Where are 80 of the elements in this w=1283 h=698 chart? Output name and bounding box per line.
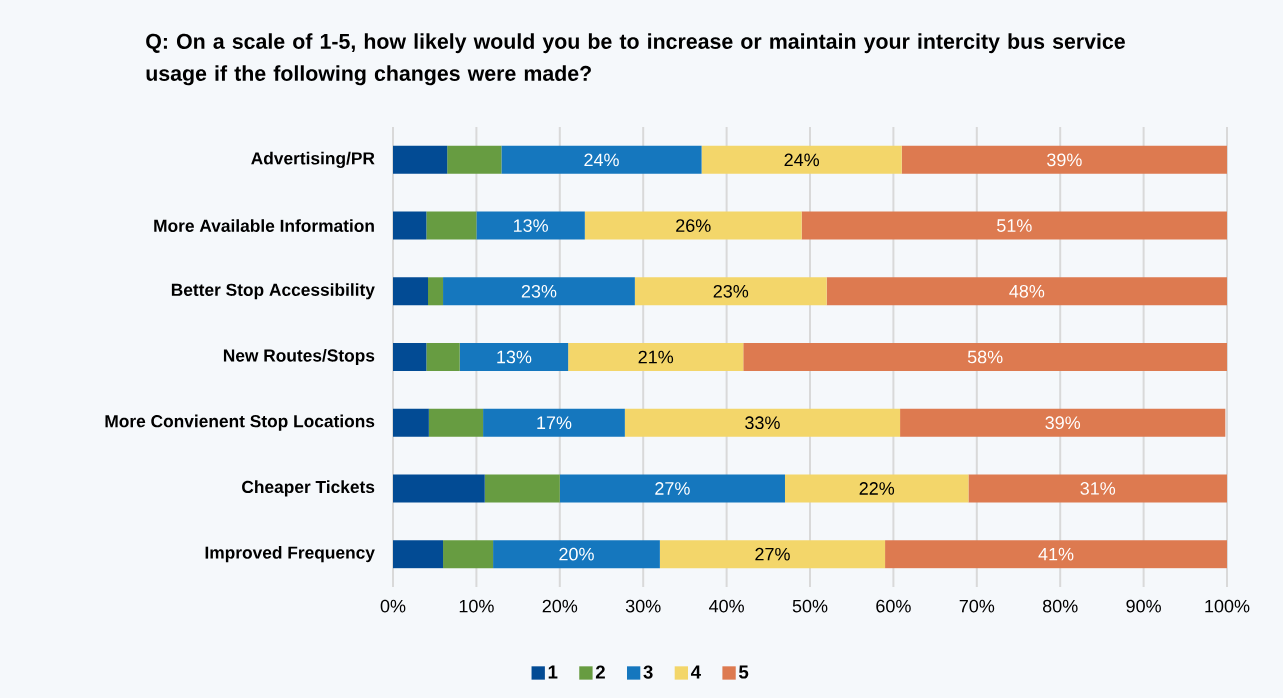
bar xyxy=(443,540,494,569)
bar xyxy=(484,474,560,503)
x-tick-label: 10% xyxy=(459,599,494,613)
legend-label: 4 xyxy=(690,665,701,679)
x-tick-label: 100% xyxy=(1205,599,1250,613)
data-label: 21% xyxy=(638,350,674,364)
bar xyxy=(393,145,448,174)
bar xyxy=(900,408,1226,437)
x-tick-label: 90% xyxy=(1126,599,1161,613)
bar xyxy=(568,343,744,371)
legend-label: 3 xyxy=(643,665,653,679)
bar xyxy=(659,540,886,569)
bar xyxy=(559,474,785,503)
bar xyxy=(476,211,585,240)
bar xyxy=(447,145,502,174)
bar xyxy=(968,474,1227,503)
bar xyxy=(493,540,660,569)
bar xyxy=(426,211,477,240)
data-label: 26% xyxy=(676,219,711,232)
legend-label: 2 xyxy=(595,665,605,679)
bar xyxy=(393,343,427,371)
legend-label: 1 xyxy=(548,665,558,679)
x-tick-label: 60% xyxy=(876,599,911,613)
data-label: 39% xyxy=(1045,416,1081,430)
data-label: 20% xyxy=(559,547,594,561)
legend-label: 5 xyxy=(738,665,749,679)
bar xyxy=(624,408,901,437)
data-label: 13% xyxy=(497,350,532,364)
bar xyxy=(428,277,444,306)
data-label: 41% xyxy=(1038,547,1074,561)
x-tick-label: 20% xyxy=(542,599,578,613)
bar xyxy=(743,343,1227,371)
y-tick-label: More Available Information xyxy=(154,219,374,232)
bar xyxy=(885,540,1227,569)
data-label: 48% xyxy=(1009,284,1045,298)
bar xyxy=(784,474,969,503)
bar xyxy=(901,145,1227,174)
data-label: 17% xyxy=(537,416,572,429)
bar xyxy=(634,277,827,306)
data-label: 33% xyxy=(745,416,780,430)
bar xyxy=(443,277,635,306)
y-tick-label: Better Stop Accessibility xyxy=(171,283,375,300)
chart-title: Q: On a scale of 1-5, how likely would you be to increase or maintain your intercity bus service usage if the following changes were made? xyxy=(146,33,1125,86)
x-tick-label: 30% xyxy=(625,599,661,613)
y-tick-label: More Convienent Stop Locations xyxy=(105,414,375,431)
data-label: 27% xyxy=(655,482,690,495)
bar xyxy=(393,540,444,569)
x-tick-label: 0% xyxy=(380,599,406,613)
y-tick-label: Cheaper Tickets xyxy=(242,480,375,497)
data-label: 31% xyxy=(1080,482,1116,495)
bar xyxy=(826,277,1227,306)
bar xyxy=(393,211,427,240)
data-label: 58% xyxy=(967,350,1003,364)
y-tick-label: New Routes/Stops xyxy=(223,348,375,366)
bar xyxy=(426,343,460,371)
bar xyxy=(393,277,429,306)
y-tick-label: Improved Frequency xyxy=(205,546,375,563)
bar xyxy=(701,145,902,174)
x-tick-label: 50% xyxy=(792,599,828,613)
y-tick-label: Advertising/PR xyxy=(251,151,375,168)
x-tick-label: 80% xyxy=(1042,599,1078,613)
data-label: 13% xyxy=(513,219,548,232)
x-tick-label: 70% xyxy=(959,599,995,613)
data-label: 51% xyxy=(997,219,1032,232)
data-label: 24% xyxy=(584,153,619,167)
bar xyxy=(501,145,702,174)
data-label: 24% xyxy=(784,153,820,167)
bar xyxy=(801,211,1227,240)
bar xyxy=(428,408,484,437)
data-label: 23% xyxy=(521,284,557,298)
data-label: 22% xyxy=(859,482,895,495)
bar xyxy=(393,408,429,437)
data-label: 23% xyxy=(713,284,749,298)
x-tick-label: 40% xyxy=(709,599,744,613)
bar xyxy=(584,211,802,240)
data-label: 39% xyxy=(1047,153,1082,167)
bar xyxy=(393,474,485,503)
data-label: 27% xyxy=(755,547,790,561)
bar xyxy=(459,343,569,371)
bar xyxy=(483,408,625,437)
